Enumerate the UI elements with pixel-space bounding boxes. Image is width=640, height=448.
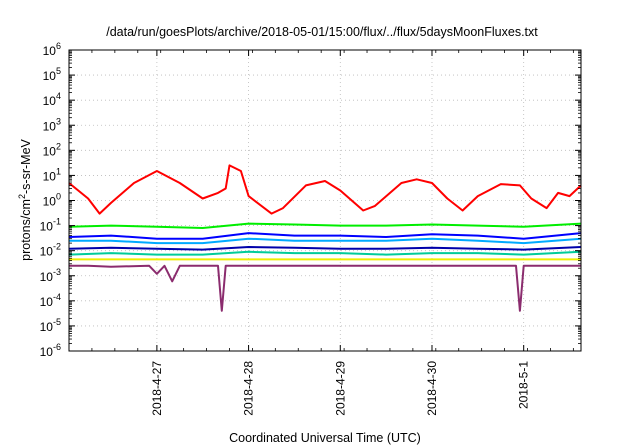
y-tick-exponent: 5: [56, 66, 61, 76]
y-tick-exponent: -6: [53, 342, 61, 352]
series-line: [68, 232, 582, 240]
y-tick-exponent: 2: [56, 141, 61, 151]
y-tick-exponent: 3: [56, 116, 61, 126]
y-tick-label: 10-6: [40, 342, 61, 359]
y-tick-base: 10: [40, 220, 54, 234]
y-tick-label: 10-1: [40, 217, 61, 234]
y-tick-label: 101: [43, 166, 61, 183]
series-line: [68, 222, 582, 229]
y-tick-exponent: -2: [53, 242, 61, 252]
y-tick-base: 10: [43, 69, 57, 83]
y-tick-exponent: 4: [56, 91, 61, 101]
y-tick-exponent: -3: [53, 267, 61, 277]
y-tick-base: 10: [40, 245, 54, 259]
x-axis-label: Coordinated Universal Time (UTC): [229, 431, 421, 445]
y-tick-base: 10: [40, 295, 54, 309]
y-tick-label: 106: [43, 41, 61, 58]
y-tick-exponent: -5: [53, 317, 61, 327]
y-axis-label-pre: protons/cm: [19, 199, 33, 261]
y-tick-label: 105: [43, 66, 61, 83]
y-tick-label: 10-3: [40, 267, 61, 284]
y-tick-label: 104: [43, 91, 61, 108]
series-line: [68, 250, 582, 256]
y-tick-base: 10: [43, 144, 57, 158]
series-line: [69, 264, 581, 312]
y-tick-base: 10: [40, 320, 54, 334]
y-tick-exponent: -4: [53, 292, 61, 302]
x-tick-label: 2018-4-27: [150, 361, 164, 416]
y-tick-label: 10-5: [40, 317, 61, 334]
y-tick-base: 10: [40, 270, 54, 284]
y-tick-base: 10: [43, 195, 57, 209]
series-line: [68, 246, 582, 251]
y-tick-base: 10: [43, 169, 57, 183]
y-tick-labels: 10-610-510-410-310-210-11001011021031041…: [40, 41, 61, 359]
series-line: [68, 164, 582, 215]
x-tick-labels: 2018-4-27 2018-4-28 2018-4-29 2018-4-30 2018…: [150, 361, 531, 416]
y-tick-exponent: 6: [56, 41, 61, 51]
y-tick-base: 10: [43, 94, 57, 108]
x-tick-label: 2018-4-29: [333, 361, 347, 416]
y-tick-base: 10: [43, 44, 57, 58]
x-tick-label: 2018-5-1: [517, 361, 531, 409]
y-tick-label: 100: [43, 192, 61, 209]
y-tick-label: 103: [43, 116, 61, 133]
y-tick-base: 10: [40, 345, 54, 359]
y-tick-base: 10: [43, 119, 57, 133]
y-axis-label-post: -s-sr-MeV: [19, 138, 33, 194]
series-group: [68, 164, 582, 312]
y-tick-label: 10-4: [40, 292, 61, 309]
y-axis-label-sup: 2: [17, 194, 27, 199]
y-tick-exponent: 1: [56, 166, 61, 176]
x-tick-label: 2018-4-30: [425, 361, 439, 416]
axis-ticks: [68, 49, 581, 352]
chart-title: /data/run/goesPlots/archive/2018-05-01/1…: [106, 25, 538, 39]
series-line: [69, 237, 582, 245]
x-tick-label: 2018-4-28: [242, 361, 256, 416]
y-tick-exponent: -1: [53, 217, 61, 227]
grid-lines: [69, 50, 581, 351]
y-tick-exponent: 0: [56, 192, 61, 202]
y-axis-label: protons/cm2-s-sr-MeV: [17, 138, 33, 260]
y-tick-label: 102: [43, 141, 61, 158]
y-tick-label: 10-2: [40, 242, 61, 259]
